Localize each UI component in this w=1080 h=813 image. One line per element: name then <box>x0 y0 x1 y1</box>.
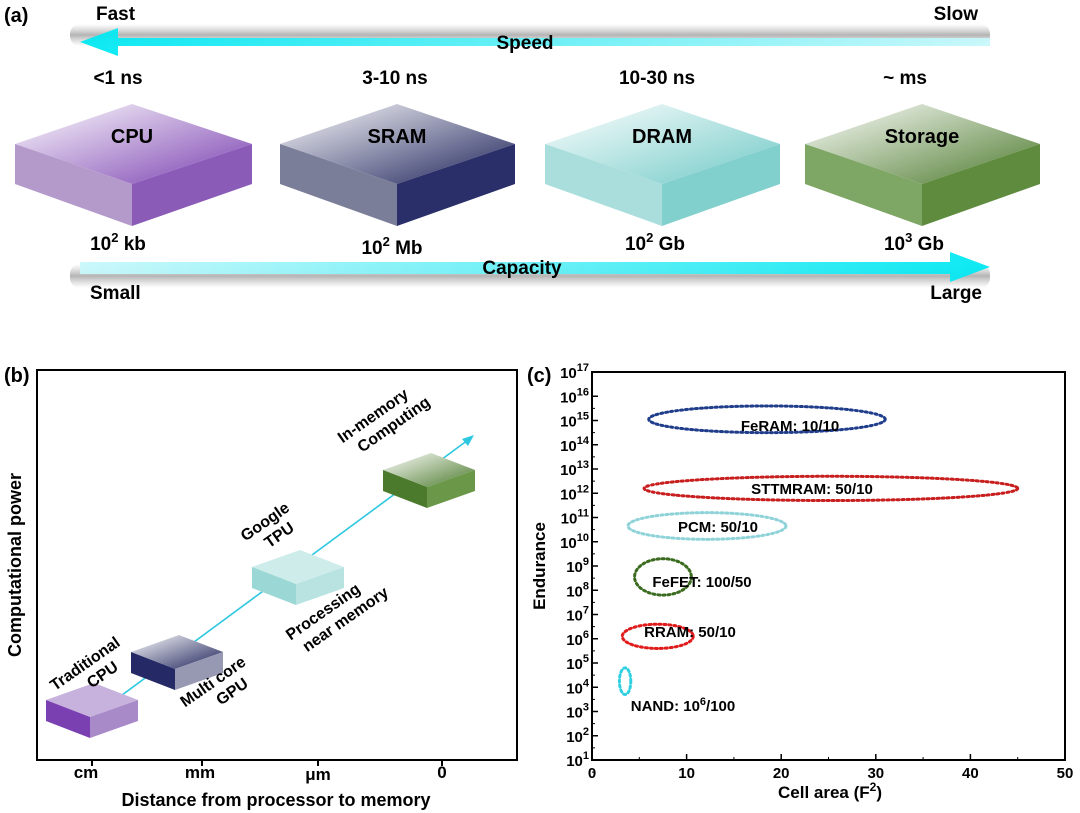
y-tick-label: 108 <box>566 580 589 600</box>
block-traditional-cpu <box>46 683 138 738</box>
panel-b: (b) Computational power Distance from pr… <box>4 365 518 810</box>
y-tick-label: 103 <box>566 702 589 722</box>
block-storage: Storage <box>805 104 1040 226</box>
speed-title: Speed <box>496 33 553 54</box>
latency-dram: 10-30 ns <box>619 68 695 89</box>
y-tick-label: 105 <box>566 653 589 673</box>
y-tick-label: 1014 <box>560 435 590 455</box>
speed-fast-label: Fast <box>96 4 136 25</box>
panel-c-xlabel: Cell area (F2) <box>778 780 882 802</box>
panel-c-ylabel: Endurance <box>530 522 549 610</box>
panel-b-frame <box>36 369 518 761</box>
panel-b-label: (b) <box>4 365 30 387</box>
series-label-nand: NAND: 106/100 <box>631 696 736 715</box>
block-storage-label: Storage <box>885 126 959 148</box>
latency-storage: ~ ms <box>883 68 927 89</box>
block-cpu-label: CPU <box>111 126 153 148</box>
series-label-fefet: FeFET: 100/50 <box>652 574 751 591</box>
latency-sram: 3-10 ns <box>362 68 427 89</box>
x-tick-label: 10 <box>678 765 695 782</box>
y-tick-label: 109 <box>566 556 589 576</box>
y-tick-label: 104 <box>566 677 590 697</box>
y-tick-label: 1012 <box>560 483 589 503</box>
latency-cpu: <1 ns <box>93 68 142 89</box>
block-in-memory <box>383 453 475 508</box>
series-ellipse-nand <box>617 666 633 697</box>
capacity-title: Capacity <box>482 258 562 279</box>
y-tick-label: 106 <box>566 629 589 649</box>
capacity-large-label: Large <box>930 283 982 304</box>
panel-b-xtick-mm: mm <box>185 763 215 782</box>
y-tick-label: 101 <box>566 750 589 770</box>
panel-a: (a) Fast Slow Speed <1 ns 3-10 ns 10-30 … <box>4 4 1040 304</box>
panel-b-xlabel: Distance from processor to memory <box>121 790 430 810</box>
y-tick-label: 102 <box>566 726 589 746</box>
series-label-pcm: PCM: 50/10 <box>678 519 758 536</box>
block-cpu: CPU <box>15 104 252 226</box>
panel-b-xtick-um: μm <box>305 765 331 784</box>
series-ellipse-fefet <box>633 557 693 597</box>
block-sram-label: SRAM <box>368 126 427 148</box>
panel-c: (c) 101102103104105106107108109101010111… <box>527 362 1073 802</box>
capacity-cpu: 102 kb <box>90 230 146 255</box>
series-label-rram: RRAM: 50/10 <box>644 624 736 641</box>
series-label-feram: FeRAM: 10/10 <box>741 418 839 435</box>
x-tick-label: 50 <box>1057 765 1074 782</box>
panel-c-label: (c) <box>527 365 551 387</box>
capacity-storage: 103 Gb <box>884 230 944 255</box>
panel-b-xtick-cm: cm <box>74 763 99 782</box>
speed-arrow <box>70 24 990 56</box>
block-google-tpu <box>252 550 344 605</box>
capacity-dram: 102 Gb <box>625 230 685 255</box>
y-tick-label: 107 <box>566 605 589 625</box>
block-sram: SRAM <box>280 104 515 226</box>
block-dram: DRAM <box>545 104 780 226</box>
x-tick-label: 20 <box>773 765 790 782</box>
block-multicore-gpu <box>131 635 223 690</box>
panel-b-ylabel: Computational power <box>5 473 25 657</box>
series-ellipse-rram <box>620 622 695 650</box>
y-tick-label: 1010 <box>560 532 589 552</box>
x-tick-label: 40 <box>962 765 979 782</box>
capacity-arrow <box>70 252 990 288</box>
panel-b-xtick-zero: 0 <box>437 763 446 782</box>
series-ellipse-feram <box>647 404 887 435</box>
y-tick-label: 1016 <box>560 386 589 406</box>
panel-a-label: (a) <box>4 5 28 27</box>
y-tick-label: 1015 <box>560 411 589 431</box>
x-tick-label: 0 <box>588 765 596 782</box>
series-ellipse-pcm <box>626 511 788 541</box>
y-tick-label: 1013 <box>560 459 589 479</box>
x-tick-label: 30 <box>867 765 884 782</box>
panel-c-y-axis: 101 102 103 104 105 106 107 108 109 1010 1011 1012 1… <box>560 362 598 773</box>
y-tick-label: 1011 <box>561 508 589 528</box>
panel-c-x-axis: 0 10 20 30 40 50 <box>588 754 1074 782</box>
label-in-memory-computing: In-memoryComputing <box>335 378 434 462</box>
block-dram-label: DRAM <box>632 126 692 148</box>
series-label-sttmram: STTMRAM: 50/10 <box>751 481 873 498</box>
capacity-sram: 102 Mb <box>361 234 422 259</box>
capacity-small-label: Small <box>90 283 141 304</box>
series-ellipse-sttmram <box>642 474 1020 503</box>
y-tick-label: 1017 <box>560 362 589 382</box>
speed-slow-label: Slow <box>934 4 979 25</box>
label-google-tpu: GoogleTPU <box>238 499 304 560</box>
panel-c-series: FeRAM: 10/10 STTMRAM: 50/10 PCM: 50/10 FeFE… <box>617 404 1020 715</box>
